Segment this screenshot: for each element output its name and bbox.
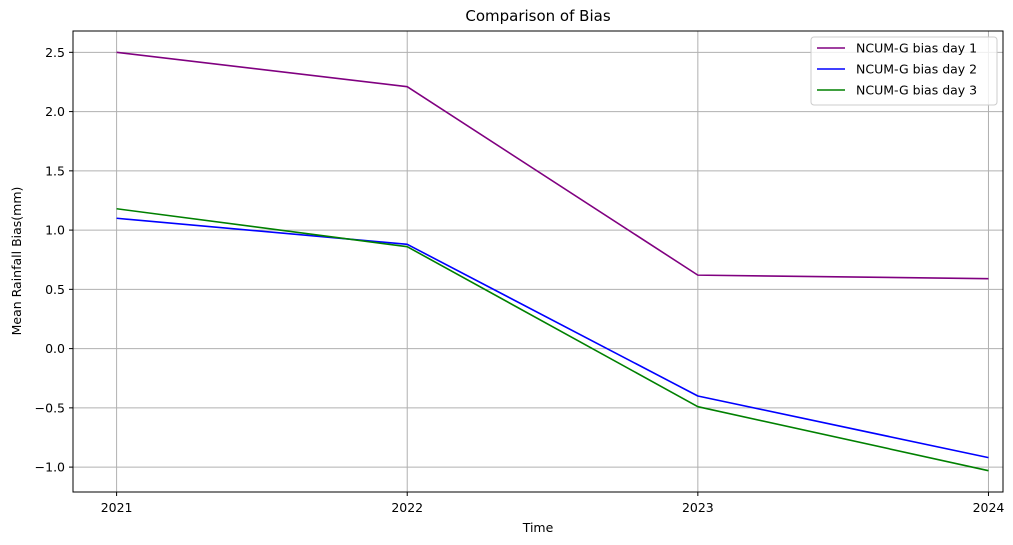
plot-area-frame [72,30,1004,493]
y-tick-label: −1.0 [35,460,65,475]
x-tick-label: 2024 [973,500,1005,515]
x-tick-label: 2023 [682,500,714,515]
series-lines [116,51,989,472]
series-line-day-3 [116,207,989,472]
y-tick-label: 2.0 [45,104,65,119]
y-tick-label: −0.5 [35,400,65,415]
legend-box [810,36,998,106]
chart-title: Comparison of Bias [465,7,610,25]
legend-label-day-1: NCUM-G bias day 1 [856,41,977,56]
y-tick-label: 0.0 [45,341,65,356]
legend-label-day-3: NCUM-G bias day 3 [856,83,977,98]
series-line-day-2 [116,217,989,459]
y-tick-label: 2.5 [45,45,65,60]
y-tick-label: 1.0 [45,223,65,238]
x-axis-title: Time [522,520,554,535]
series-line-day-1 [116,51,989,280]
grid-lines [73,31,1003,492]
y-axis-title: Mean Rainfall Bias(mm) [9,187,24,336]
y-axis-ticks: 2.5 2.0 1.5 1.0 0.5 0.0 −0.5 −1.0 [35,45,73,475]
y-tick-label: 1.5 [45,163,65,178]
x-tick-label: 2022 [391,500,423,515]
legend-label-day-2: NCUM-G bias day 2 [856,62,977,77]
x-axis-ticks: 2021 2022 2023 2024 [101,492,1005,515]
x-tick-label: 2021 [101,500,133,515]
legend: NCUM-G bias day 1 NCUM-G bias day 2 NCUM-G… [810,36,998,106]
y-tick-label: 0.5 [45,282,65,297]
